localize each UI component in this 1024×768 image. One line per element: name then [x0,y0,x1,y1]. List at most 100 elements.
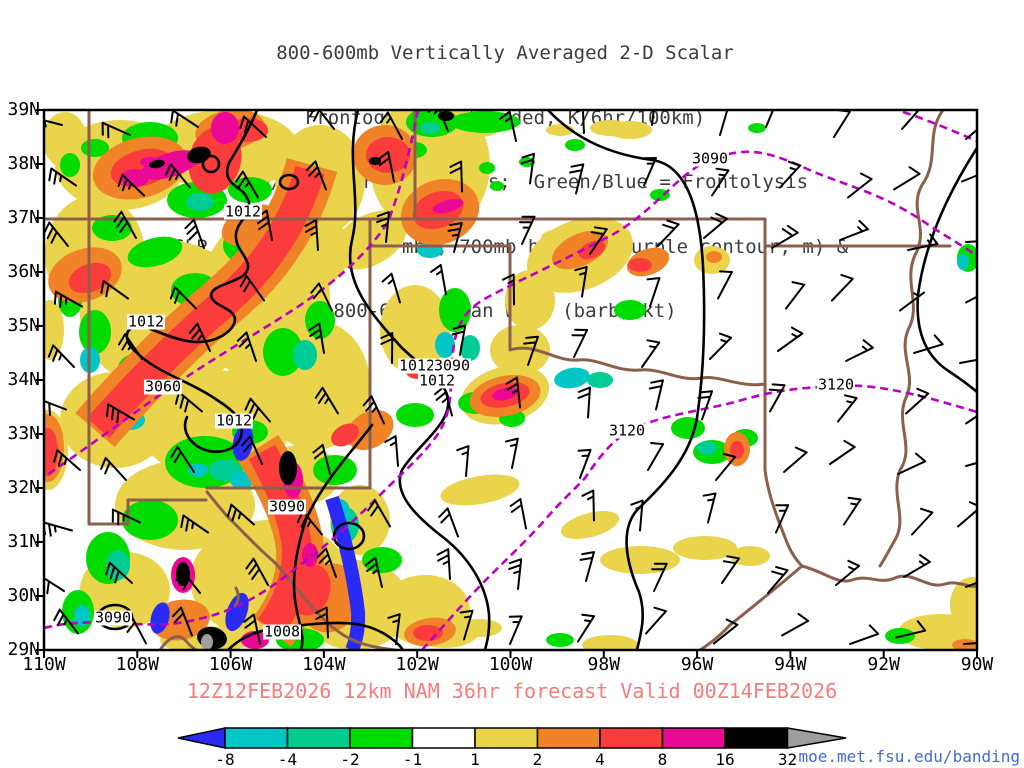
colorbar-value-2: 2 [532,750,543,768]
wind-barb [367,499,391,528]
wind-barb [713,618,739,645]
lon-label-106W: 106W [208,654,253,675]
wind-barb [779,160,802,189]
wind-barb [456,445,470,477]
border-rio-grande [205,490,397,650]
wind-barb [118,333,143,360]
wind-barb [501,273,515,306]
colorbar [177,727,847,749]
wind-barb [44,521,73,537]
title-line-1: 800-600mb Vertically Averaged 2-D Scalar [276,42,734,64]
colorbar-value-4: 4 [595,750,605,768]
border-mississippi-river [878,110,945,568]
colorbar-segment-7 [661,727,726,749]
wind-barb [965,128,977,140]
wind-barb [381,272,401,304]
wind-barb [377,151,395,183]
wind-barb [785,281,806,310]
wind-barb [569,163,585,195]
contour-label-3120: 3120 [607,421,647,440]
colorbar-segment-1 [286,727,351,749]
border-gulf-coast-east [800,564,977,588]
wind-barb [164,163,191,189]
contour-label-1012: 1012 [417,371,457,390]
wind-barb [702,492,717,524]
wind-barb [316,547,337,578]
wind-barb [434,385,453,417]
wind-barb [314,386,339,415]
height-contours [44,110,977,650]
wind-barb [959,358,977,364]
wind-barb [188,322,211,352]
wind-barb [767,566,789,594]
lon-label-108W: 108W [115,654,159,675]
wind-barb [835,559,861,586]
wind-barb [519,215,536,245]
wind-barb [651,562,668,592]
wind-barb [831,273,854,302]
wind-barb [965,240,977,243]
wind-barb [447,222,463,253]
wind-barb [362,395,385,425]
wind-barb [308,322,325,354]
wind-barb [236,331,257,362]
wind-barb [312,443,331,475]
wind-barb [310,282,333,312]
wind-barb [47,344,75,368]
colorbar-segment-0 [224,727,289,749]
wind-barb [53,449,81,471]
wind-barb [106,403,135,424]
colorbar-value-1: 1 [470,750,480,768]
colorbar-value-8: 8 [657,750,668,768]
wind-barb [581,489,595,522]
wind-barb [965,414,977,425]
wind-barb [100,280,129,300]
colorbar-value--4: -4 [277,750,298,768]
wind-barb [430,264,447,296]
wind-barb [630,499,644,532]
wind-barb [576,110,585,134]
contour-label-1012: 1012 [223,202,263,221]
wind-barb [520,152,535,185]
wind-barb [579,551,595,582]
wind-barb [44,119,63,128]
colorbar-segment-3 [411,727,476,749]
lat-label-31N: 31N [7,531,40,552]
colorbar-value--2: -2 [340,750,360,768]
wind-barb [100,456,127,481]
wind-barb [839,219,869,241]
wind-barb [509,498,527,530]
wind-barb [833,110,851,138]
watermark-link[interactable]: moe.met.fsu.edu/banding [798,747,1020,766]
wind-barb [965,461,977,467]
lat-label-29N: 29N [7,639,40,660]
wind-barb [697,390,714,421]
wind-barb [717,270,733,300]
wind-barb [577,448,592,479]
contour-label-1012: 1012 [126,312,166,331]
contour-label-3090: 3090 [690,149,730,168]
lat-label-37N: 37N [7,207,40,228]
wind-barb [781,612,810,637]
wind-barb [227,503,255,526]
contour-label-3120: 3120 [816,375,856,394]
contour-label-3060: 3060 [143,377,183,396]
shading-black [149,111,454,650]
wind-barb [499,110,517,142]
wind-barb [376,211,390,243]
colorbar-value-32: 32 [777,750,798,768]
wind-barb [245,557,269,586]
lon-label-104W: 104W [302,654,346,675]
colorbar-arrow-right [786,727,847,749]
wind-barb [523,335,539,366]
wind-barb [721,555,740,584]
wind-barb [505,376,521,409]
lat-label-32N: 32N [7,477,40,498]
lon-label-96W: 96W [680,654,714,675]
wind-barb [451,324,467,356]
wind-barb [174,391,203,413]
wind-barb [175,568,201,594]
state-borders [44,110,977,650]
